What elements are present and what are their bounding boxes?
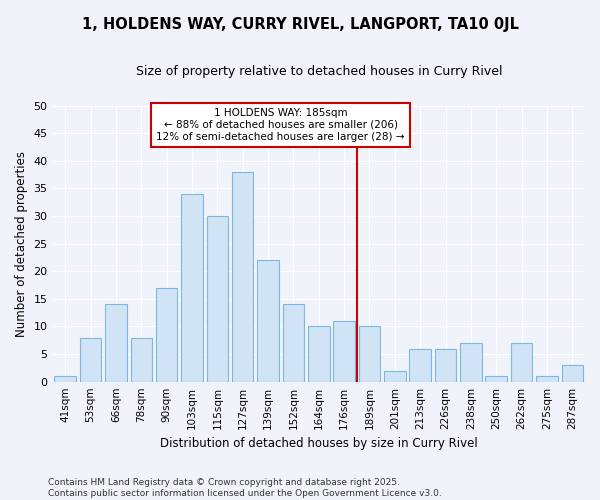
X-axis label: Distribution of detached houses by size in Curry Rivel: Distribution of detached houses by size … bbox=[160, 437, 478, 450]
Bar bbox=[131, 338, 152, 382]
Bar bbox=[334, 321, 355, 382]
Bar bbox=[562, 365, 583, 382]
Bar bbox=[460, 343, 482, 382]
Bar bbox=[308, 326, 329, 382]
Bar bbox=[181, 194, 203, 382]
Bar bbox=[156, 288, 178, 382]
Y-axis label: Number of detached properties: Number of detached properties bbox=[15, 150, 28, 336]
Bar bbox=[206, 216, 228, 382]
Text: Contains HM Land Registry data © Crown copyright and database right 2025.
Contai: Contains HM Land Registry data © Crown c… bbox=[48, 478, 442, 498]
Text: 1, HOLDENS WAY, CURRY RIVEL, LANGPORT, TA10 0JL: 1, HOLDENS WAY, CURRY RIVEL, LANGPORT, T… bbox=[82, 18, 518, 32]
Bar bbox=[283, 304, 304, 382]
Bar bbox=[384, 370, 406, 382]
Bar bbox=[232, 172, 253, 382]
Bar bbox=[55, 376, 76, 382]
Title: Size of property relative to detached houses in Curry Rivel: Size of property relative to detached ho… bbox=[136, 65, 502, 78]
Bar bbox=[105, 304, 127, 382]
Bar bbox=[80, 338, 101, 382]
Bar bbox=[359, 326, 380, 382]
Bar bbox=[511, 343, 532, 382]
Bar bbox=[536, 376, 558, 382]
Bar bbox=[257, 260, 279, 382]
Bar bbox=[435, 348, 457, 382]
Text: 1 HOLDENS WAY: 185sqm
← 88% of detached houses are smaller (206)
12% of semi-det: 1 HOLDENS WAY: 185sqm ← 88% of detached … bbox=[157, 108, 405, 142]
Bar bbox=[485, 376, 507, 382]
Bar bbox=[409, 348, 431, 382]
